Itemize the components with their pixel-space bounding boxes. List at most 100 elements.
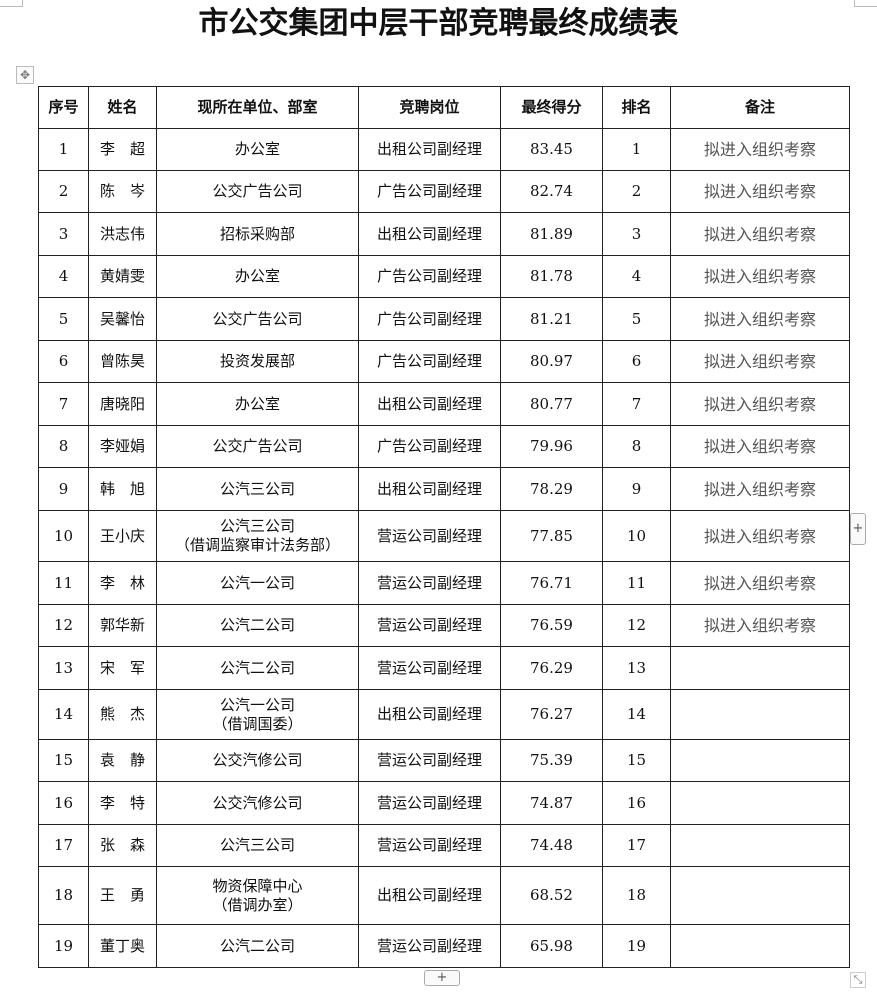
cell-score: 76.29 xyxy=(500,646,603,690)
cell-post: 广告公司副经理 xyxy=(358,425,501,468)
unit-name: 公交广告公司 xyxy=(212,182,303,200)
cell-unit: 公交广告公司 xyxy=(156,425,359,468)
cell-post: 出租公司副经理 xyxy=(358,467,501,511)
cell-remark: 拟进入组织考察 xyxy=(670,297,850,341)
cell-name: 吴馨怡 xyxy=(88,297,157,341)
cell-score: 80.77 xyxy=(500,382,603,426)
cell-remark xyxy=(670,739,850,782)
cell-name: 唐晓阳 xyxy=(88,382,157,426)
page-corner-mark xyxy=(0,0,23,7)
cell-no: 3 xyxy=(38,212,89,256)
cell-unit: 公汽二公司 xyxy=(156,604,359,647)
cell-post: 营运公司副经理 xyxy=(358,561,501,605)
cell-unit: 公汽二公司 xyxy=(156,646,359,690)
page-corner-mark xyxy=(854,0,877,7)
unit-name: 公交汽修公司 xyxy=(212,793,303,812)
table-row: 5 吴馨怡 公交广告公司 广告公司副经理 81.21 5 拟进入组织考察 xyxy=(38,297,850,341)
cell-name: 洪志伟 xyxy=(88,212,157,256)
cell-post: 营运公司副经理 xyxy=(358,646,501,690)
unit-name: 公汽三公司 xyxy=(219,479,295,498)
cell-score: 80.97 xyxy=(500,340,603,383)
cell-remark xyxy=(670,824,850,867)
unit-name: 公交广告公司 xyxy=(212,437,303,455)
cell-remark: 拟进入组织考察 xyxy=(670,467,850,511)
cell-score: 79.96 xyxy=(500,425,603,468)
unit-name: 公汽二公司 xyxy=(219,936,295,955)
cell-rank: 18 xyxy=(602,866,671,925)
cell-score: 81.78 xyxy=(500,255,603,298)
cell-no: 2 xyxy=(38,170,89,213)
unit-secondment: （借调办室） xyxy=(212,895,303,914)
table-row: 13 宋 军公汽二公司 营运公司副经理 76.29 13 xyxy=(38,646,850,690)
cell-no: 17 xyxy=(38,824,89,867)
cell-remark: 拟进入组织考察 xyxy=(670,340,850,383)
unit-name: 办公室 xyxy=(234,394,280,413)
add-row-button[interactable]: + xyxy=(424,970,460,986)
table-move-handle-icon[interactable]: ✥ xyxy=(16,66,34,84)
cell-no: 7 xyxy=(38,382,89,426)
cell-unit: 办公室 xyxy=(156,255,359,298)
cell-unit: 投资发展部 xyxy=(156,340,359,383)
header-name: 姓名 xyxy=(88,86,157,129)
cell-score: 76.27 xyxy=(500,689,603,740)
cell-name: 张 森 xyxy=(88,824,157,867)
cell-score: 82.74 xyxy=(500,170,603,213)
cell-no: 15 xyxy=(38,739,89,782)
cell-no: 6 xyxy=(38,340,89,383)
cell-name: 李 林 xyxy=(88,561,157,605)
cell-name: 王小庆 xyxy=(88,510,157,562)
unit-name: 公汽二公司 xyxy=(219,658,295,677)
header-rank: 排名 xyxy=(602,86,671,129)
table-row: 11 李 林公汽一公司 营运公司副经理 76.71 11 拟进入组织考察 xyxy=(38,561,850,605)
cell-remark: 拟进入组织考察 xyxy=(670,170,850,213)
cell-rank: 7 xyxy=(602,382,671,426)
cell-remark: 拟进入组织考察 xyxy=(670,212,850,256)
table-row: 14 熊 杰公汽一公司 （借调国委） 出租公司副经理 76.27 14 xyxy=(38,689,850,740)
cell-score: 78.29 xyxy=(500,467,603,511)
cell-remark: 拟进入组织考察 xyxy=(670,510,850,562)
table-resize-handle-icon[interactable]: ⤡ xyxy=(850,972,866,988)
table-row: 15 袁 静公交汽修公司 营运公司副经理 75.39 15 xyxy=(38,739,850,782)
cell-rank: 4 xyxy=(602,255,671,298)
cell-remark xyxy=(670,924,850,968)
cell-no: 5 xyxy=(38,297,89,341)
cell-no: 13 xyxy=(38,646,89,690)
cell-rank: 1 xyxy=(602,128,671,171)
cell-remark xyxy=(670,781,850,825)
document-title: 市公交集团中层干部竞聘最终成绩表 xyxy=(198,6,679,41)
cell-score: 76.59 xyxy=(500,604,603,647)
cell-no: 8 xyxy=(38,425,89,468)
header-post: 竞聘岗位 xyxy=(358,86,501,129)
unit-name: 公汽三公司 xyxy=(219,517,295,535)
cell-no: 11 xyxy=(38,561,89,605)
cell-no: 16 xyxy=(38,781,89,825)
unit-name: 办公室 xyxy=(234,267,280,285)
unit-secondment: （借调监察审计法务部） xyxy=(174,536,340,554)
table-row: 3 洪志伟 招标采购部 出租公司副经理 81.89 3 拟进入组织考察 xyxy=(38,212,850,256)
cell-post: 营运公司副经理 xyxy=(358,739,501,782)
cell-score: 83.45 xyxy=(500,128,603,171)
cell-post: 营运公司副经理 xyxy=(358,604,501,647)
cell-no: 14 xyxy=(38,689,89,740)
cell-name: 李 特 xyxy=(88,781,157,825)
cell-unit: 公汽三公司 xyxy=(156,467,359,511)
unit-name: 投资发展部 xyxy=(219,352,295,370)
cell-unit: 公交汽修公司 xyxy=(156,739,359,782)
cell-name: 熊 杰 xyxy=(88,689,157,740)
cell-score: 81.89 xyxy=(500,212,603,256)
cell-rank: 5 xyxy=(602,297,671,341)
cell-score: 81.21 xyxy=(500,297,603,341)
cell-no: 19 xyxy=(38,924,89,968)
cell-rank: 17 xyxy=(602,824,671,867)
cell-remark: 拟进入组织考察 xyxy=(670,425,850,468)
cell-score: 74.87 xyxy=(500,781,603,825)
cell-name: 宋 军 xyxy=(88,646,157,690)
table-row: 12 郭华新 公汽二公司 营运公司副经理 76.59 12 拟进入组织考察 xyxy=(38,604,850,647)
cell-remark: 拟进入组织考察 xyxy=(670,255,850,298)
cell-post: 营运公司副经理 xyxy=(358,781,501,825)
add-column-button[interactable]: + xyxy=(850,513,866,545)
cell-no: 18 xyxy=(38,866,89,925)
